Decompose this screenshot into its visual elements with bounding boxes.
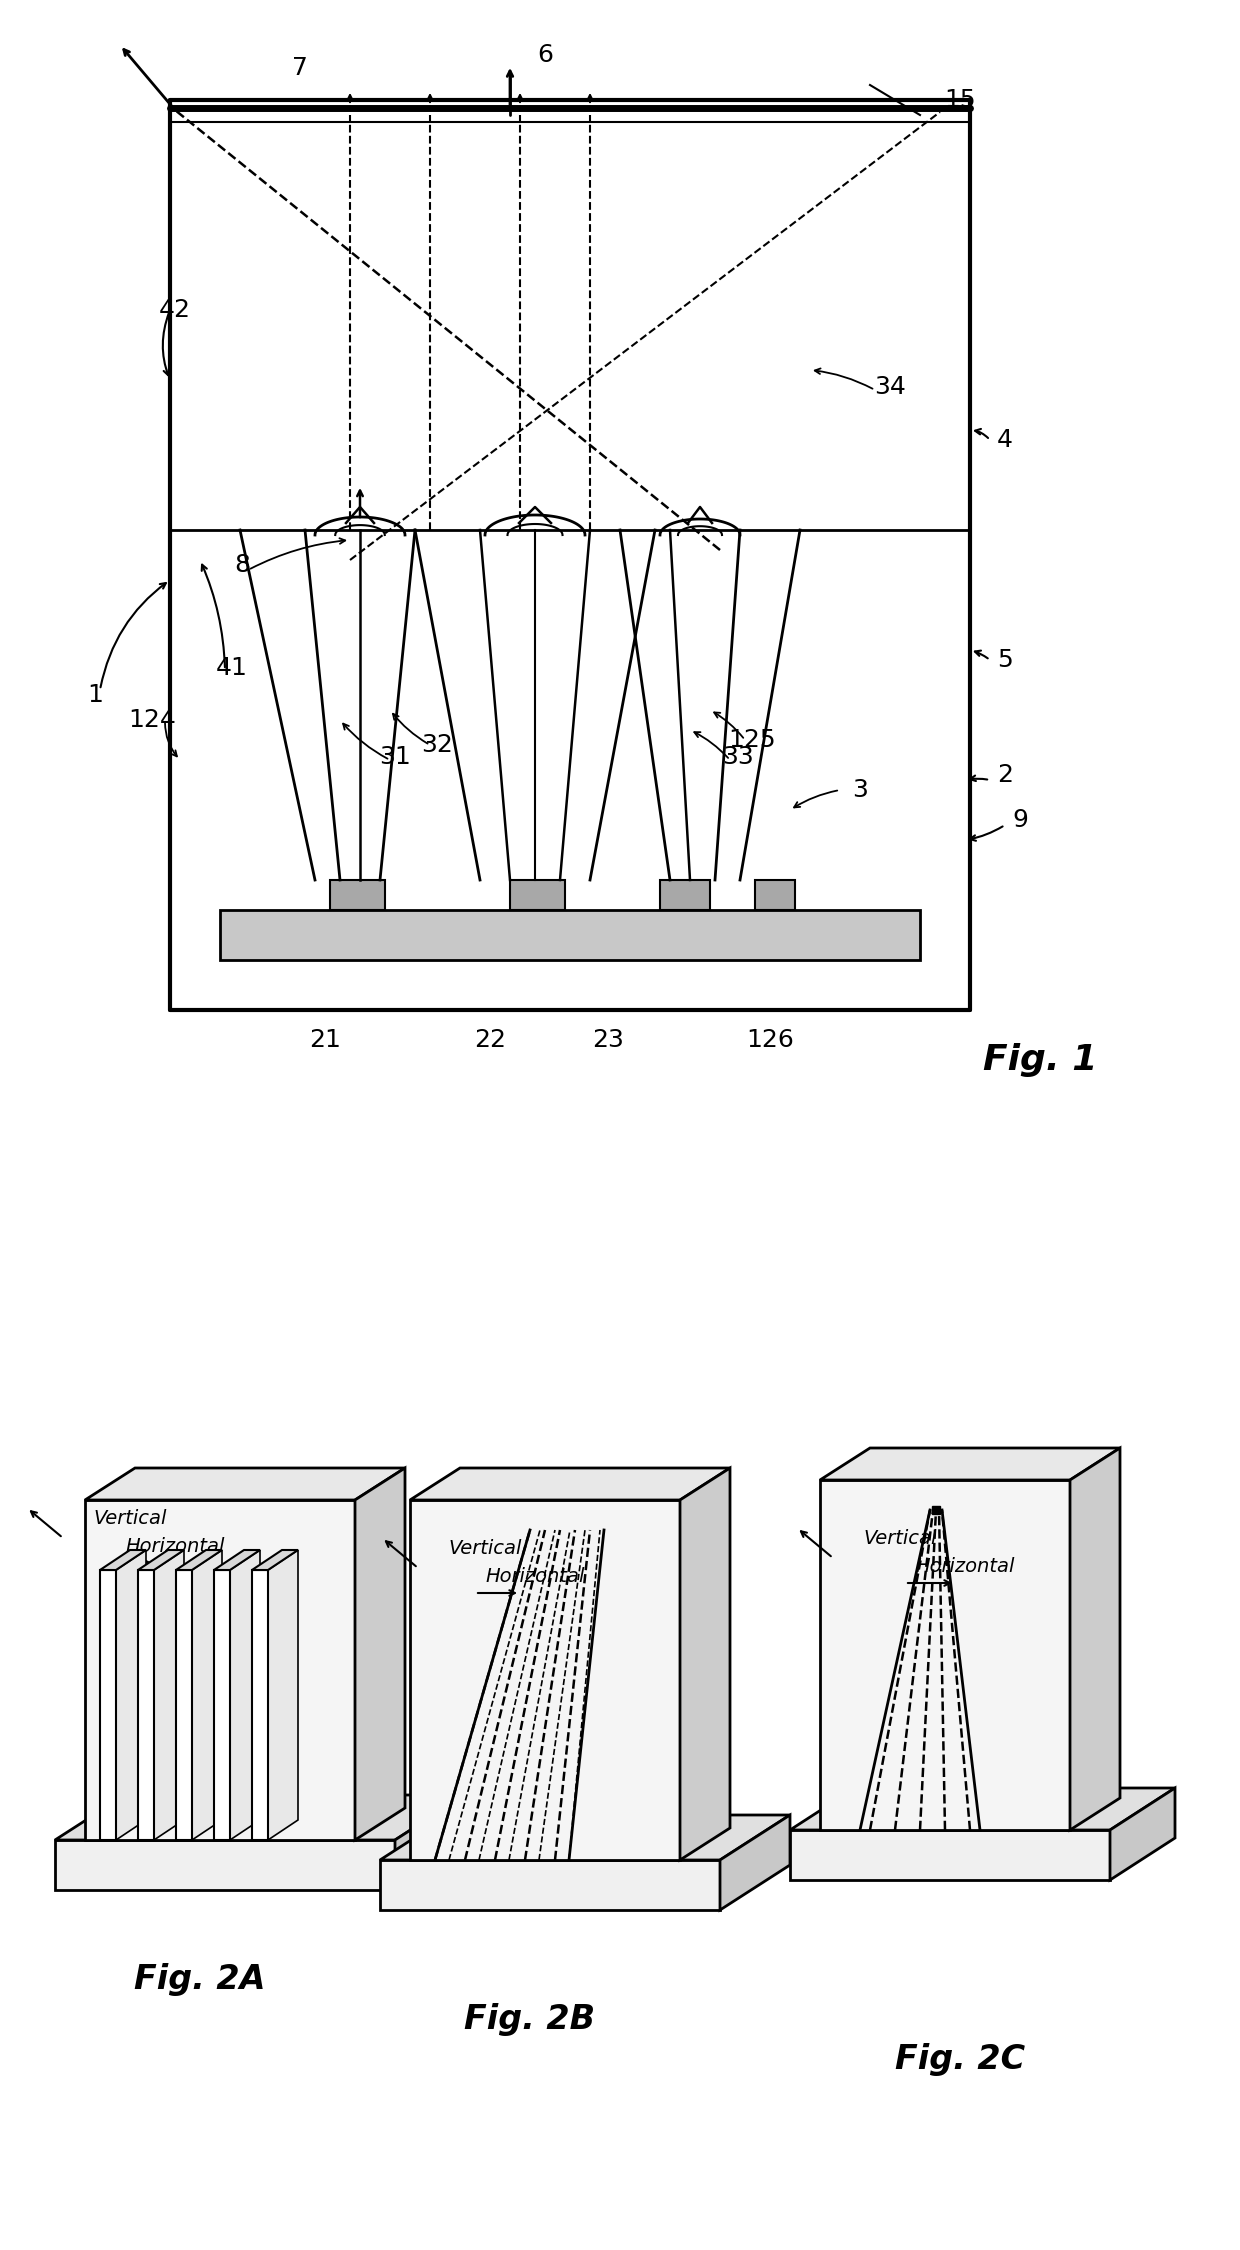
Polygon shape xyxy=(100,1570,117,1840)
Text: 125: 125 xyxy=(728,729,776,752)
Text: 5: 5 xyxy=(997,648,1013,673)
Text: 42: 42 xyxy=(159,297,191,322)
Polygon shape xyxy=(252,1570,268,1840)
Text: 7: 7 xyxy=(293,56,308,81)
Text: 21: 21 xyxy=(309,1028,341,1053)
Polygon shape xyxy=(252,1550,298,1570)
Text: 31: 31 xyxy=(379,745,410,770)
Bar xyxy=(330,880,384,909)
Bar xyxy=(510,880,565,909)
Text: Vertical: Vertical xyxy=(93,1508,166,1528)
Text: 23: 23 xyxy=(591,1028,624,1053)
Polygon shape xyxy=(410,1467,730,1501)
Text: 124: 124 xyxy=(128,709,176,731)
Bar xyxy=(219,909,920,961)
Bar xyxy=(755,880,795,909)
Text: 9: 9 xyxy=(1012,808,1028,832)
Text: 126: 126 xyxy=(746,1028,794,1053)
Polygon shape xyxy=(86,1501,355,1840)
Text: Fig. 2C: Fig. 2C xyxy=(895,2043,1025,2077)
Polygon shape xyxy=(215,1570,229,1840)
Polygon shape xyxy=(379,1861,720,1910)
Polygon shape xyxy=(790,1789,1176,1829)
Polygon shape xyxy=(355,1467,405,1840)
Text: 32: 32 xyxy=(422,734,453,756)
Polygon shape xyxy=(117,1550,146,1840)
Polygon shape xyxy=(410,1501,680,1861)
Polygon shape xyxy=(138,1550,184,1570)
Polygon shape xyxy=(720,1816,790,1910)
Text: Vertical: Vertical xyxy=(863,1528,936,1548)
Polygon shape xyxy=(396,1796,465,1890)
Polygon shape xyxy=(820,1480,1070,1829)
Text: Horizontal: Horizontal xyxy=(485,1568,584,1586)
Text: 4: 4 xyxy=(997,428,1013,452)
Text: 41: 41 xyxy=(216,657,248,680)
Polygon shape xyxy=(176,1570,192,1840)
Polygon shape xyxy=(86,1467,405,1501)
Polygon shape xyxy=(268,1550,298,1840)
Polygon shape xyxy=(55,1840,396,1890)
Text: 2: 2 xyxy=(997,763,1013,787)
Polygon shape xyxy=(790,1829,1110,1881)
Polygon shape xyxy=(215,1550,260,1570)
Polygon shape xyxy=(1070,1449,1120,1829)
Bar xyxy=(660,880,711,909)
Polygon shape xyxy=(680,1467,730,1861)
Polygon shape xyxy=(1110,1789,1176,1881)
Text: 15: 15 xyxy=(944,88,976,112)
Text: 6: 6 xyxy=(537,43,553,68)
Text: Vertical: Vertical xyxy=(448,1539,521,1557)
Text: 34: 34 xyxy=(874,376,906,398)
Text: Horizontal: Horizontal xyxy=(125,1537,224,1557)
Text: 3: 3 xyxy=(852,778,868,801)
Text: Horizontal: Horizontal xyxy=(915,1557,1014,1577)
Text: 33: 33 xyxy=(722,745,754,770)
Text: 1: 1 xyxy=(87,684,103,706)
Text: Fig. 2B: Fig. 2B xyxy=(465,2002,595,2036)
Polygon shape xyxy=(229,1550,260,1840)
Text: 8: 8 xyxy=(234,554,250,576)
Polygon shape xyxy=(820,1449,1120,1480)
Text: Fig. 1: Fig. 1 xyxy=(983,1044,1097,1078)
Polygon shape xyxy=(154,1550,184,1840)
Polygon shape xyxy=(379,1816,790,1861)
Polygon shape xyxy=(55,1796,465,1840)
Text: 22: 22 xyxy=(474,1028,506,1053)
Polygon shape xyxy=(100,1550,146,1570)
Polygon shape xyxy=(176,1550,222,1570)
Text: Fig. 2A: Fig. 2A xyxy=(134,1964,265,1996)
Polygon shape xyxy=(192,1550,222,1840)
Polygon shape xyxy=(138,1570,154,1840)
